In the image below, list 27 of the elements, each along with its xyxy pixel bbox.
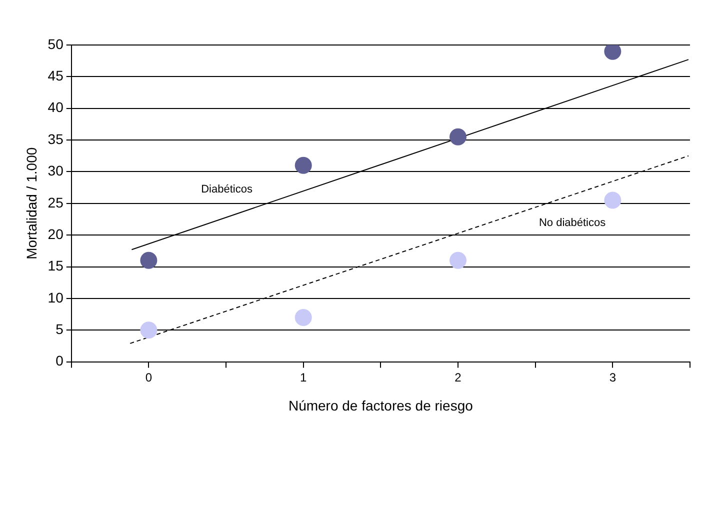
y-axis-title: Mortalidad / 1.000 [23,147,40,260]
x-tick-label: 1 [300,370,308,384]
y-tick-label: 5 [56,320,64,337]
point [604,192,622,209]
y-tick-label: 10 [48,289,64,306]
point [450,128,467,146]
point [140,322,158,339]
series-label: No diabéticos [538,217,606,230]
x-axis-title: Número de factores de riesgo [288,397,474,414]
y-tick-label: 30 [48,162,64,179]
point [140,252,158,269]
y-tick-label: 0 [56,352,64,369]
y-tick-label: 40 [48,99,64,116]
y-tick-label: 50 [48,36,64,52]
y-tick-label: 20 [48,226,64,242]
x-tick-label: 3 [609,370,616,384]
point [604,45,622,60]
point [294,308,312,326]
y-tick-label: 45 [48,68,64,84]
series-label: Diabéticos [201,183,253,196]
x-tick-label: 2 [454,370,462,384]
x-tick-label: 0 [145,370,152,384]
y-tick-label: 25 [48,194,64,210]
point [450,252,467,269]
point [294,156,312,174]
y-tick-label: 35 [48,130,64,147]
y-tick-label: 15 [48,258,64,274]
